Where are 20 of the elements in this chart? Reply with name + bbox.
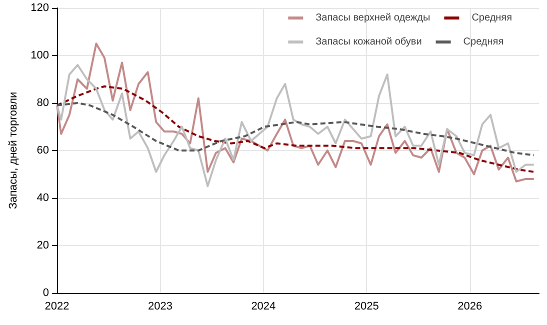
line-series [56,85,535,173]
x-tick-label: 2026 [458,300,482,312]
legend-label: Средняя [463,36,504,48]
x-tick-label: 2022 [44,300,70,312]
line-series [56,64,535,188]
legend-label: Средняя [472,12,512,24]
line-series [56,102,535,156]
x-tick-label: 2025 [354,300,379,312]
y-tick-label: 100 [30,50,49,62]
x-tick-label: 2024 [251,300,276,312]
y-tick-label: 40 [36,192,49,204]
y-tick-label: 80 [36,97,49,109]
x-tick-label: 2023 [148,300,172,312]
y-tick-label: 60 [36,144,49,156]
legend-label: Запасы кожаной обуви [316,36,422,48]
y-tick-label: 0 [42,287,49,299]
legend-label: Запасы верхней одежды [316,12,430,24]
y-axis-title: Запасы, дней торговли [8,92,20,210]
y-tick-label: 20 [36,240,49,252]
y-tick-label: 120 [30,2,49,14]
